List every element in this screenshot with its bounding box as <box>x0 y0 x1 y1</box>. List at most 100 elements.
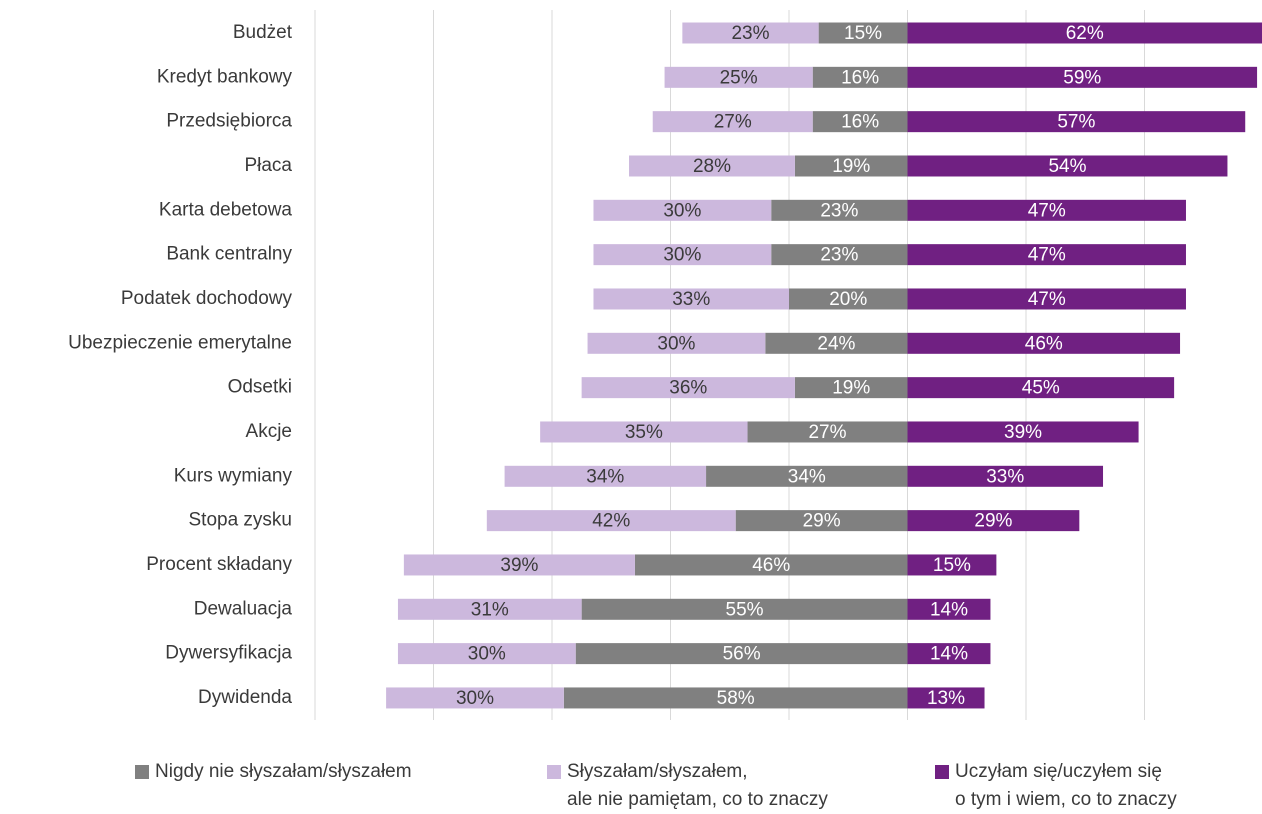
data-label: 46% <box>1025 333 1063 354</box>
bar-segment <box>794 377 908 399</box>
bar-segment <box>771 199 908 221</box>
data-label: 15% <box>844 23 882 44</box>
bar-segment <box>747 421 908 443</box>
bar-segment <box>581 598 908 620</box>
data-label: 15% <box>933 555 971 576</box>
bar-segment <box>587 332 766 354</box>
data-label: 35% <box>625 422 663 443</box>
bar-segment <box>682 22 819 44</box>
data-label: 59% <box>1063 67 1101 88</box>
bar-segment <box>907 687 985 709</box>
data-label: 23% <box>731 23 769 44</box>
data-label: 29% <box>974 511 1012 532</box>
data-label: 34% <box>788 466 826 487</box>
data-label: 30% <box>456 688 494 709</box>
bar-segment <box>486 510 736 532</box>
bar-segment <box>706 465 908 487</box>
data-label: 39% <box>500 555 538 576</box>
data-label: 30% <box>663 245 701 266</box>
bar-segment <box>818 22 908 44</box>
category-label: Płaca <box>244 155 292 176</box>
data-label: 33% <box>986 466 1024 487</box>
bar-segment <box>907 465 1104 487</box>
legend-label: Uczyłam się/uczyłem się o tym i wiem, co… <box>955 761 1177 810</box>
data-label: 39% <box>1004 422 1042 443</box>
bar-segment <box>634 554 908 576</box>
bar-segment <box>907 111 1246 133</box>
data-label: 42% <box>592 511 630 532</box>
data-label: 45% <box>1022 378 1060 399</box>
data-label: 25% <box>720 67 758 88</box>
bar-segment <box>907 510 1080 532</box>
bar-segment <box>664 66 813 88</box>
category-label: Kredyt bankowy <box>157 66 293 87</box>
bar-segment <box>403 554 635 576</box>
bar-segment <box>794 155 908 177</box>
bar-segment <box>907 643 991 665</box>
bar-segment <box>812 111 908 133</box>
bar-segment <box>765 332 908 354</box>
category-label: Bank centralny <box>166 244 292 265</box>
data-label: 36% <box>669 378 707 399</box>
data-label: 33% <box>672 289 710 310</box>
data-label: 19% <box>832 156 870 177</box>
legend-item: Uczyłam się/uczyłem się o tym i wiem, co… <box>935 758 1177 814</box>
data-label: 24% <box>817 333 855 354</box>
category-label: Kurs wymiany <box>174 465 293 486</box>
data-label: 19% <box>832 378 870 399</box>
bar-segment <box>629 155 795 177</box>
category-label: Procent składany <box>146 554 292 575</box>
data-label: 58% <box>717 688 755 709</box>
data-label: 14% <box>930 644 968 665</box>
data-label: 16% <box>841 67 879 88</box>
category-label: Przedsiębiorca <box>166 111 292 132</box>
data-label: 56% <box>723 644 761 665</box>
category-label: Dewaluacja <box>194 598 293 619</box>
data-label: 23% <box>820 245 858 266</box>
data-label: 30% <box>663 200 701 221</box>
bar-segment <box>735 510 908 532</box>
data-label: 31% <box>471 599 509 620</box>
data-label: 20% <box>829 289 867 310</box>
category-label: Podatek dochodowy <box>121 288 293 309</box>
bar-segment <box>907 199 1186 221</box>
bar-segment <box>907 332 1181 354</box>
category-label: Dywidenda <box>198 687 292 708</box>
data-label: 28% <box>693 156 731 177</box>
legend-swatch <box>547 765 561 779</box>
bar-segment <box>386 687 564 709</box>
bar-segment <box>907 554 997 576</box>
data-label: 55% <box>726 599 764 620</box>
data-label: 16% <box>841 112 879 133</box>
legend-label: Nigdy nie słyszałam/słyszałem <box>155 761 412 782</box>
bar-segment <box>907 22 1262 44</box>
bar-segment <box>563 687 908 709</box>
data-label: 30% <box>657 333 695 354</box>
legend-swatch <box>935 765 949 779</box>
data-label: 47% <box>1028 200 1066 221</box>
data-label: 23% <box>820 200 858 221</box>
legend-label: Słyszałam/słyszałem, ale nie pamiętam, c… <box>567 761 828 810</box>
bar-segment <box>907 288 1186 310</box>
data-label: 13% <box>927 688 965 709</box>
bar-segment <box>397 643 576 665</box>
category-label: Karta debetowa <box>159 199 293 220</box>
data-label: 47% <box>1028 289 1066 310</box>
bar-segment <box>771 244 908 266</box>
chart: Budżet 15% 23% 62% Kredyt bankowy 16% 25% 59% Pr… <box>68 10 1262 720</box>
data-label: 30% <box>468 644 506 665</box>
data-label: 46% <box>752 555 790 576</box>
category-label: Akcje <box>246 421 292 442</box>
bar-segment <box>907 66 1258 88</box>
bar-segment <box>593 288 789 310</box>
bar-segment <box>575 643 908 665</box>
category-label: Odsetki <box>228 377 292 398</box>
bar-segment <box>789 288 908 310</box>
data-label: 47% <box>1028 245 1066 266</box>
bar-segment <box>593 244 772 266</box>
bar-segment <box>540 421 748 443</box>
data-label: 27% <box>808 422 846 443</box>
data-label: 27% <box>714 112 752 133</box>
bar-segment <box>907 421 1139 443</box>
